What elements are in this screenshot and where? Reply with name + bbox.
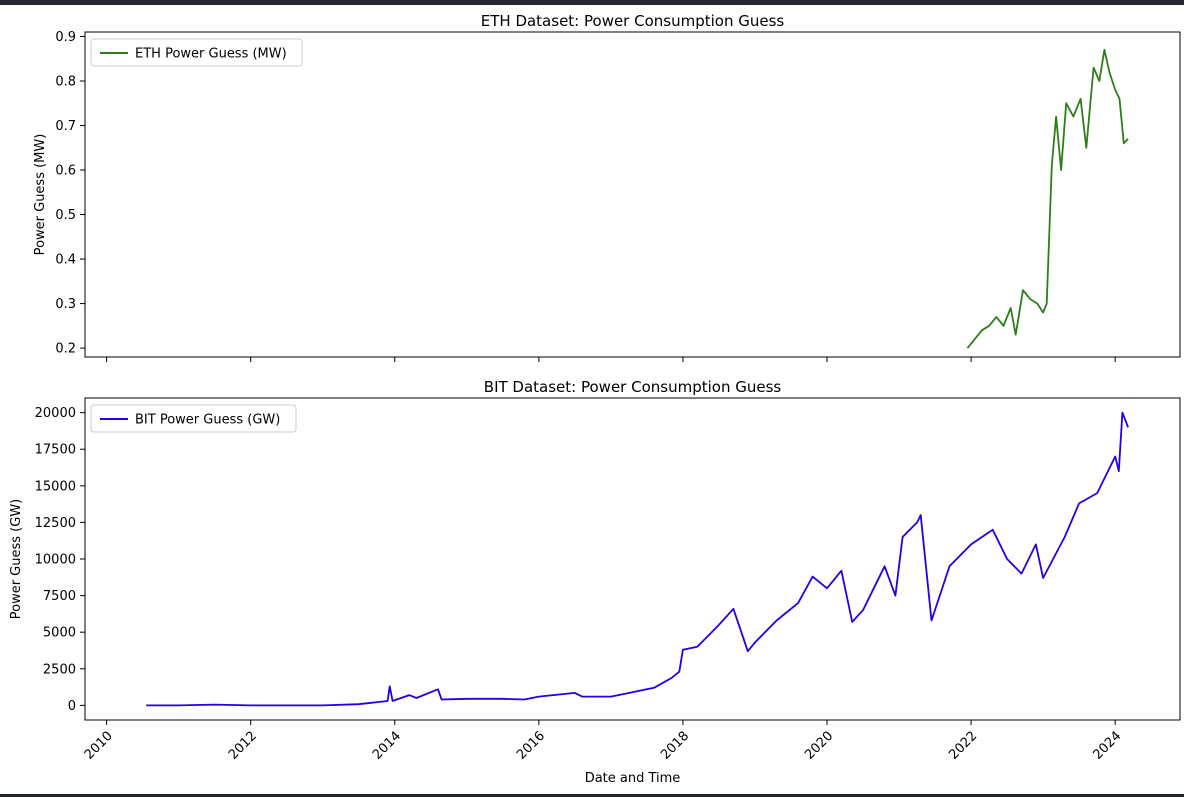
bit-legend-box	[90, 404, 297, 433]
bit-series-line	[146, 411, 1129, 707]
eth-axes-frame	[84, 31, 1181, 358]
eth-y-axis-label: Power Guess (MW)	[33, 134, 48, 256]
bit-ytick-label: 10000	[35, 553, 76, 568]
eth-ytick-label: 0.4	[55, 253, 76, 268]
bit-chart-title: BIT Dataset: Power Consumption Guess	[484, 378, 782, 396]
bit-ytick-label: 15000	[35, 479, 76, 494]
bit-ytick-label: 17500	[35, 443, 76, 458]
window-bottom-bar	[0, 794, 1184, 797]
eth-ytick-label: 0.3	[55, 297, 76, 312]
bit-axes-frame	[84, 397, 1181, 721]
eth-ytick-label: 0.8	[55, 74, 76, 89]
eth-legend-box	[90, 38, 303, 67]
bit-ytick-label: 2500	[43, 662, 76, 677]
bit-xtick-label: 2022	[946, 729, 980, 763]
eth-ytick-label: 0.5	[55, 208, 76, 223]
bit-legend-label: BIT Power Guess (GW)	[135, 413, 280, 428]
bit-xtick-label: 2020	[802, 729, 836, 763]
eth-chart-title: ETH Dataset: Power Consumption Guess	[481, 12, 785, 30]
bit-y-axis-label: Power Guess (GW)	[9, 499, 24, 620]
bit-ytick-label: 7500	[43, 589, 76, 604]
bit-xtick-label: 2014	[370, 729, 404, 763]
eth-ytick-label: 0.2	[55, 342, 76, 357]
eth-ytick-label: 0.9	[55, 30, 76, 45]
eth-ytick-label: 0.6	[55, 164, 76, 179]
eth-legend-label: ETH Power Guess (MW)	[135, 47, 287, 62]
bit-xtick-label: 2016	[514, 729, 548, 763]
bit-xtick-label: 2012	[226, 729, 260, 763]
bit-ytick-label: 20000	[35, 406, 76, 421]
eth-series-line	[966, 48, 1129, 349]
bit-x-axis-label: Date and Time	[585, 771, 681, 786]
bit-ytick-label: 0	[68, 699, 76, 714]
eth-ytick-label: 0.7	[55, 119, 76, 134]
bit-xtick-label: 2024	[1090, 729, 1124, 763]
bit-ytick-label: 12500	[35, 516, 76, 531]
bit-xtick-label: 2010	[82, 729, 116, 763]
bit-ytick-label: 5000	[43, 626, 76, 641]
bit-xtick-label: 2018	[658, 729, 692, 763]
window-top-bar	[0, 0, 1184, 5]
